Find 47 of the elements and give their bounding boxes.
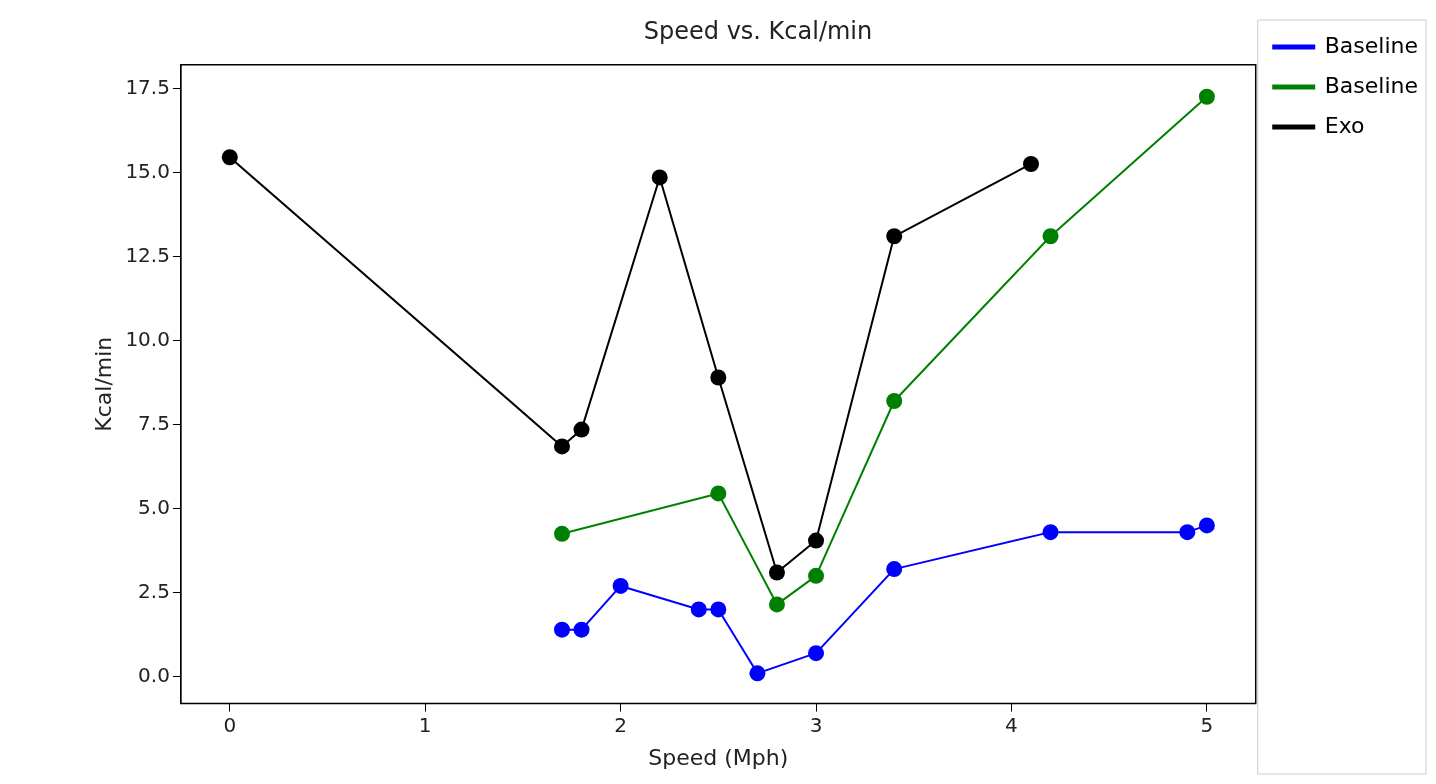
point <box>1198 88 1215 105</box>
point <box>710 485 727 502</box>
x-tick-label: 4 <box>1005 712 1018 737</box>
point <box>808 567 825 584</box>
point <box>749 665 766 682</box>
point <box>768 564 785 581</box>
point <box>886 228 903 245</box>
y-tick-label: 17.5 <box>125 74 170 99</box>
x-tick-label: 1 <box>418 712 432 737</box>
x-tick-label: 3 <box>809 712 823 737</box>
point <box>768 596 785 613</box>
point <box>1042 524 1059 541</box>
point <box>1042 228 1059 245</box>
point <box>612 577 629 594</box>
point <box>886 393 903 410</box>
x-tick-label: 5 <box>1200 712 1214 737</box>
legend-label: Exo <box>1324 112 1365 138</box>
x-tick-label: 2 <box>614 712 627 737</box>
x-tick-label: 0 <box>223 712 237 737</box>
point <box>573 621 590 638</box>
y-tick-label: 15.0 <box>125 158 170 183</box>
y-tick-label: 7.5 <box>138 410 170 435</box>
point <box>1198 517 1215 534</box>
y-tick-label: 5.0 <box>138 494 170 519</box>
legend-label: Baseline <box>1324 72 1419 98</box>
point <box>886 561 903 578</box>
point <box>554 621 570 638</box>
legend-label: Baseline <box>1324 32 1419 58</box>
point <box>690 601 707 618</box>
point <box>808 645 825 662</box>
point <box>554 525 570 542</box>
y-tick-label: 10.0 <box>125 326 170 351</box>
x-axis-title: Speed (Mph) <box>648 744 789 770</box>
point <box>808 532 825 549</box>
y-tick-label: 0.0 <box>138 662 170 687</box>
point <box>1023 155 1039 172</box>
y-axis-title: Kcal/min <box>90 336 116 432</box>
point <box>554 438 570 455</box>
point <box>221 149 238 166</box>
y-tick-label: 2.5 <box>138 578 170 603</box>
point <box>710 601 727 618</box>
point <box>710 369 727 386</box>
point <box>1179 524 1196 541</box>
point <box>573 421 590 438</box>
point <box>651 169 668 186</box>
y-tick-label: 12.5 <box>125 242 170 267</box>
chart-title: Speed vs. Kcal/min <box>643 16 873 45</box>
